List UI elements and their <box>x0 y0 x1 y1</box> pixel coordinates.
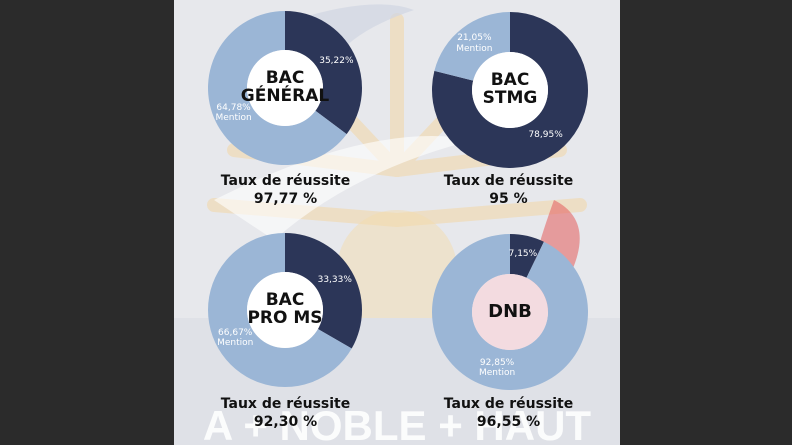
slice-dnb-0 <box>510 234 544 278</box>
caption-bac-pro-ms: Taux de réussite 92,30 % <box>174 396 397 430</box>
center-label-bac-general: BAC GÉNÉRAL <box>235 68 335 106</box>
caption-rate: 95 % <box>489 191 528 207</box>
slice-label-bac-pro-ms-0: 33,33% <box>310 275 360 285</box>
chart-bac-pro-ms: 33,33% 66,67% Mention BAC PRO MS Taux de réus… <box>174 223 397 445</box>
slice-label-bac-general-0: 35,22% <box>311 56 361 66</box>
center-label-line: STMG <box>482 87 538 108</box>
slice-value: 64,78% <box>216 102 251 113</box>
slice-value: 7,15% <box>508 249 538 260</box>
slice-dnb-1 <box>432 234 588 390</box>
slice-bac-stmg-0 <box>432 12 588 168</box>
slice-category: Mention <box>456 43 493 54</box>
donut-hole <box>472 274 548 350</box>
slice-label-bac-stmg-1: 21,05% Mention <box>449 33 499 54</box>
slice-bac-pro-ms-0 <box>285 233 362 349</box>
slice-value: 33,33% <box>317 275 352 286</box>
center-label-bac-stmg: BAC STMG <box>460 70 560 108</box>
donut-svg-bac-pro-ms <box>208 233 362 387</box>
chart-bac-stmg: 78,95% 21,05% Mention BAC STMG Taux de réussi… <box>397 0 620 222</box>
caption-title: Taux de réussite <box>220 396 351 412</box>
slice-value: 66,67% <box>218 327 253 338</box>
caption-rate: 92,30 % <box>253 414 318 430</box>
center-label-line: BAC <box>265 290 305 311</box>
watermark-text: A + NOBLE + HAUT <box>203 402 591 445</box>
slice-value: 21,05% <box>457 33 492 44</box>
slice-bac-general-0 <box>285 11 362 135</box>
slice-category: Mention <box>478 367 516 378</box>
slice-label-dnb-1: 92,85% Mention <box>472 358 522 379</box>
caption-rate: 96,55 % <box>476 414 541 430</box>
donut-svg-dnb <box>432 234 588 390</box>
chart-bac-general: 35,22% 64,78% Mention BAC GÉNÉRAL Taux de réu… <box>174 0 397 222</box>
caption-rate: 97,77 % <box>253 191 318 207</box>
slice-bac-pro-ms-1 <box>208 233 352 387</box>
center-label-line: PRO MS <box>247 307 323 328</box>
donut-hole <box>247 272 323 348</box>
center-label-line: GÉNÉRAL <box>240 85 330 106</box>
caption-title: Taux de réussite <box>220 173 351 189</box>
slice-label-bac-general-1: 64,78% Mention <box>209 103 259 124</box>
slice-label-dnb-0: 7,15% <box>498 249 548 259</box>
infographic-panel: A + NOBLE + HAUT 35,22% 64,78% Mention BAC G… <box>174 0 620 445</box>
donut-hole <box>247 50 323 126</box>
donut-hole <box>472 52 548 128</box>
caption-title: Taux de réussite <box>443 396 574 412</box>
slice-label-bac-pro-ms-1: 66,67% Mention <box>210 328 260 349</box>
slice-value: 78,95% <box>528 129 563 140</box>
center-label-bac-pro-ms: BAC PRO MS <box>235 290 335 328</box>
center-label-line: BAC <box>265 68 305 89</box>
slice-label-bac-stmg-0: 78,95% <box>521 130 571 140</box>
slice-category: Mention <box>217 338 254 349</box>
slice-value: 92,85% <box>479 357 515 368</box>
chart-dnb: 7,15% 92,85% Mention DNB Taux de réussite 96,… <box>397 223 620 445</box>
caption-bac-general: Taux de réussite 97,77 % <box>174 173 397 207</box>
slice-category: Mention <box>215 113 252 124</box>
center-label-line: BAC <box>490 70 530 91</box>
donut-svg-bac-general <box>208 11 362 165</box>
caption-dnb: Taux de réussite 96,55 % <box>397 396 620 430</box>
slice-bac-stmg-1 <box>434 12 510 81</box>
slice-value: 35,22% <box>319 56 354 67</box>
caption-bac-stmg: Taux de réussite 95 % <box>397 173 620 207</box>
slice-bac-general-1 <box>208 11 347 165</box>
caption-title: Taux de réussite <box>443 173 574 189</box>
center-label-dnb: DNB <box>460 300 560 322</box>
donut-svg-bac-stmg <box>432 12 588 168</box>
center-label-line: DNB <box>488 300 532 322</box>
